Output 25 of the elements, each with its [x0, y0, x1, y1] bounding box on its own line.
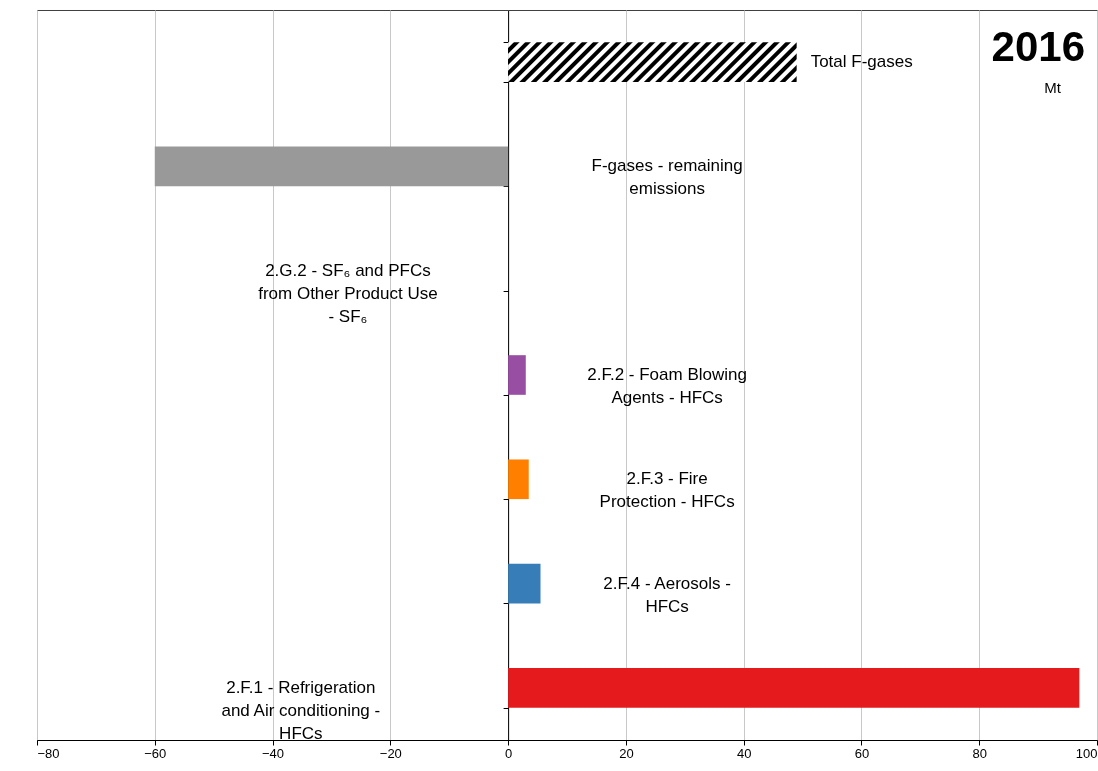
x-tick-label: 60	[854, 745, 870, 761]
x-tick-label: 20	[619, 745, 634, 761]
bar	[508, 459, 529, 500]
bar	[154, 146, 509, 187]
y-tick-label: 2.F.3 - Fire Protection - HFCs	[599, 469, 735, 512]
x-tick-label: −60	[144, 745, 167, 761]
bar	[508, 668, 1080, 708]
y-tick-label: 2.G.2 - SF₆ and PFCs from Other Product Use - SF₆	[258, 260, 438, 326]
chart-title: 2016	[991, 23, 1085, 70]
x-tick-label: −40	[262, 745, 285, 761]
y-tick-label: 2.F.2 - Foam Blowing Agents - HFCs	[587, 365, 747, 407]
bar	[508, 42, 797, 82]
x-tick-label: 0	[504, 745, 513, 761]
text: Mt	[1044, 79, 1062, 96]
y-tick-label: F-gases - remaining emissions	[591, 156, 743, 199]
y-tick-label: Total F-gases	[810, 52, 913, 72]
x-tick-label: 100	[1075, 745, 1098, 761]
y-tick-label: 2.F.1 - Refrigeration and Air conditioning - HFCs	[221, 677, 381, 743]
x-tick-label: 80	[972, 745, 987, 761]
x-tick-label: −80	[37, 745, 60, 761]
y-tick-label: 2.F.4 - Aerosols - HFCs	[603, 573, 731, 616]
bar	[508, 355, 526, 395]
x-tick-label: 40	[736, 745, 752, 761]
x-tick-label: −20	[379, 745, 402, 761]
bar	[508, 563, 541, 604]
